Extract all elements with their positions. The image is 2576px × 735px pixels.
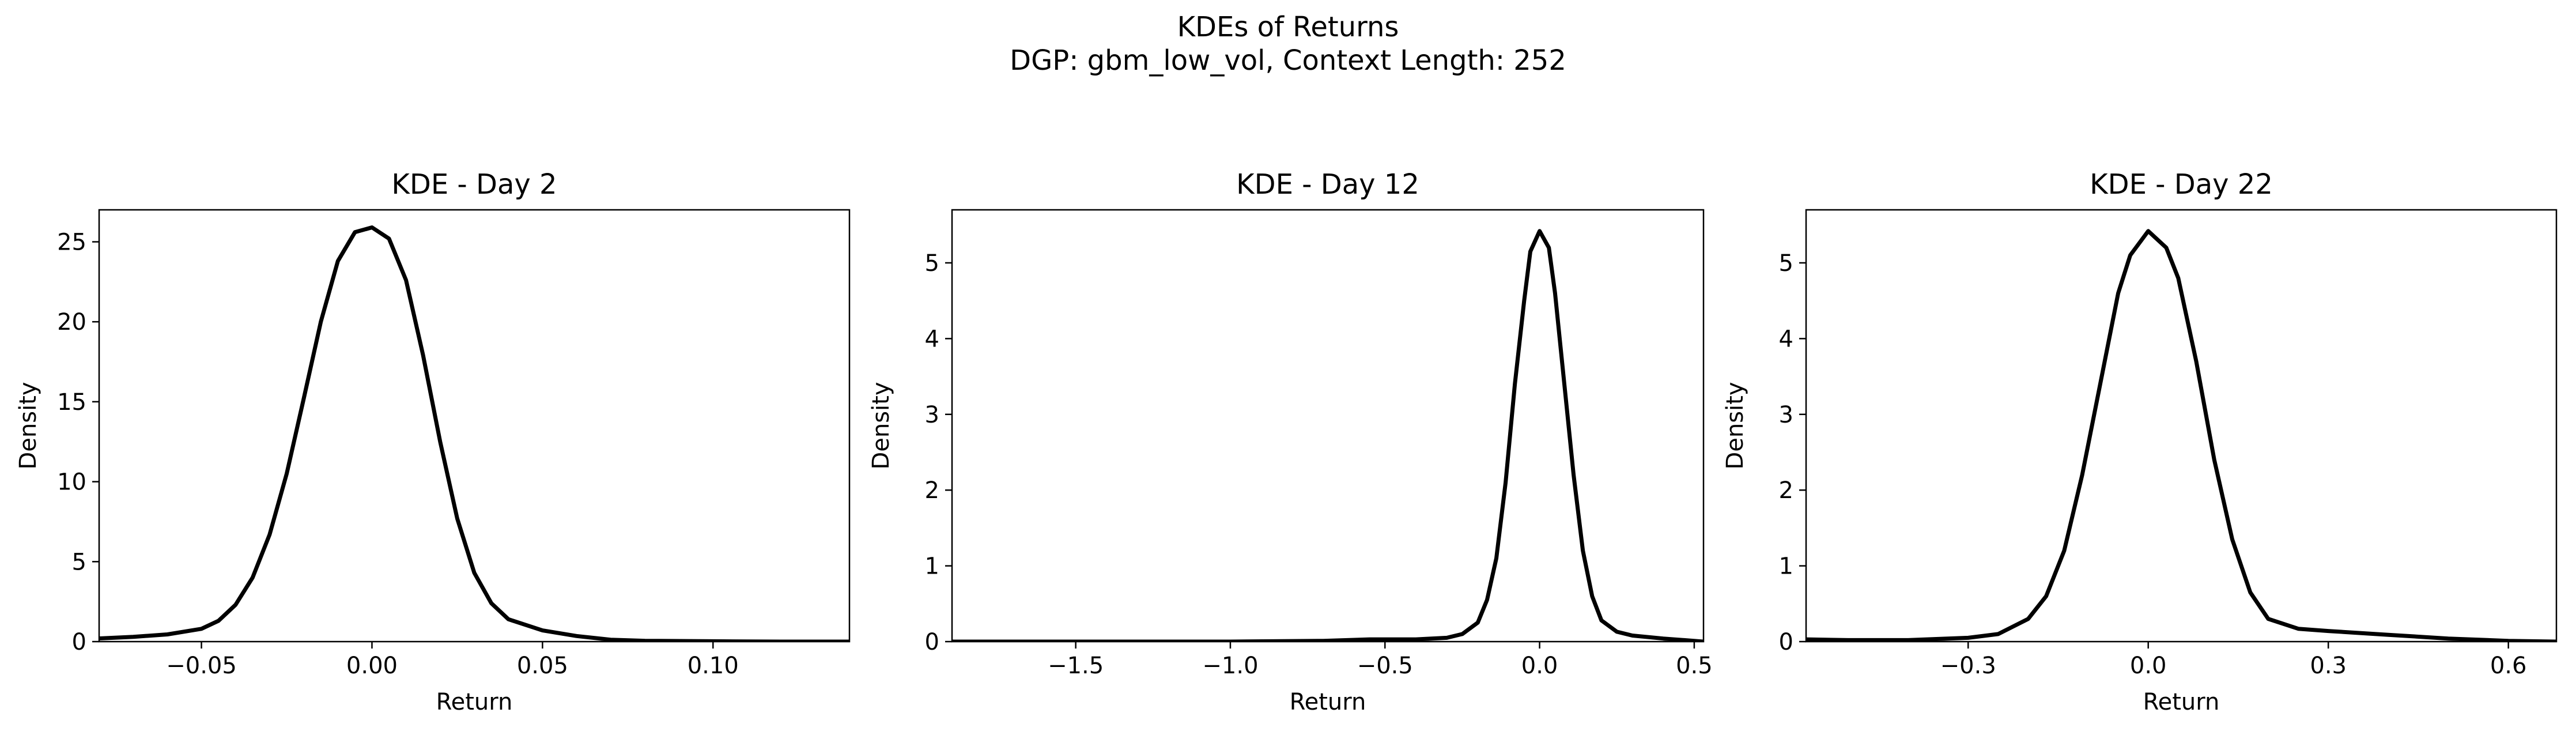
kde-line-series-0 [99, 225, 849, 642]
y-tick-label: 1 [1779, 553, 1793, 580]
plot-frame [98, 209, 851, 643]
y-axis-label: Density [15, 382, 41, 469]
x-axis-label: Return [436, 689, 513, 715]
y-tick-label: 5 [72, 549, 86, 575]
y-tick-label: 2 [925, 477, 939, 504]
y-tick-label: 5 [1779, 250, 1793, 277]
x-tick-label: 0.3 [2310, 653, 2347, 679]
x-tick-label: −0.05 [166, 653, 237, 679]
x-tick-label: 0.6 [2490, 653, 2527, 679]
x-tick-label: 0.05 [517, 653, 568, 679]
y-tick-label: 2 [1779, 477, 1793, 504]
subplot-day-22: KDE - Day 22 −0.3 0.0 0.3 0.6 0 1 2 3 4 5 Return Den… [1722, 168, 2558, 715]
subplot-day-2: KDE - Day 2 −0.05 0.00 0.05 0.10 0 5 10 15 20 25 Re… [15, 168, 851, 715]
figure-suptitle-line1: KDEs of Returns [1177, 11, 1399, 43]
subplot-title: KDE - Day 22 [2090, 168, 2273, 201]
y-tick-label: 1 [925, 553, 939, 580]
y-tick-label: 0 [925, 629, 939, 655]
y-tick-label: 4 [925, 326, 939, 352]
y-tick-label: 15 [57, 389, 86, 416]
kde-line-series-0 [1806, 229, 2556, 642]
x-tick-label: −0.5 [1357, 653, 1413, 679]
x-tick-label: 0.0 [1521, 653, 1558, 679]
figure-suptitle-line2: DGP: gbm_low_vol, Context Length: 252 [1010, 44, 1566, 77]
y-tick-label: 10 [57, 469, 86, 496]
y-axis-label: Density [1722, 382, 1748, 469]
x-tick-label: 0.0 [2130, 653, 2167, 679]
x-tick-label: 0.5 [1676, 653, 1713, 679]
y-tick-label: 4 [1779, 326, 1793, 352]
y-tick-label: 20 [57, 309, 86, 336]
subplot-title: KDE - Day 2 [391, 168, 557, 201]
y-tick-label: 3 [1779, 402, 1793, 428]
x-axis-label: Return [2143, 689, 2220, 715]
x-tick-label: −1.5 [1048, 653, 1104, 679]
x-axis-label: Return [1290, 689, 1366, 715]
x-tick-label: 0.10 [688, 653, 739, 679]
y-tick-label: 0 [1779, 629, 1793, 655]
y-tick-label: 25 [57, 229, 86, 255]
plot-frame [951, 209, 1705, 643]
kde-line-series-0 [952, 229, 1704, 642]
subplot-day-12: KDE - Day 12 −1.5 −1.0 −0.5 0.0 0.5 0 1 2 3 4 5 Retu… [868, 168, 1713, 715]
subplot-title: KDE - Day 12 [1236, 168, 1419, 201]
y-tick-label: 5 [925, 250, 939, 277]
x-tick-label: 0.00 [346, 653, 398, 679]
y-tick-label: 0 [72, 629, 86, 655]
x-tick-label: −1.0 [1202, 653, 1258, 679]
y-axis-label: Density [868, 382, 894, 469]
y-tick-label: 3 [925, 402, 939, 428]
x-tick-label: −0.3 [1940, 653, 1996, 679]
plot-frame [1805, 209, 2558, 643]
